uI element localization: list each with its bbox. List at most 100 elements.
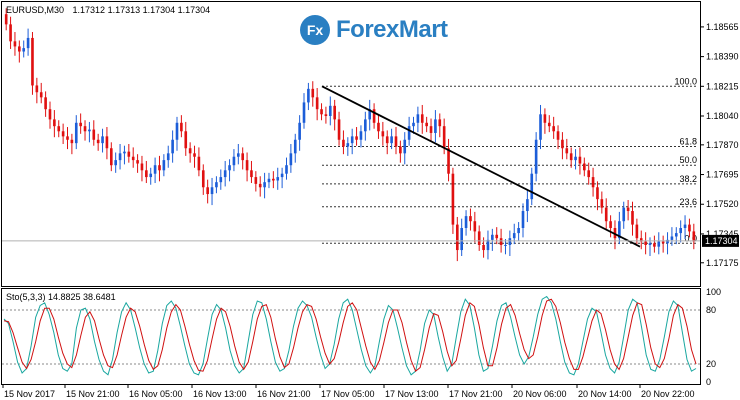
candle [96,133,100,151]
candle [473,211,477,243]
candle-body [499,238,503,245]
candle [407,116,411,146]
candle-body [683,224,687,228]
candle-body [184,131,188,149]
time-tick-label: 17 Nov 13:00 [385,389,439,399]
candle [175,116,179,151]
candle-body [66,136,69,140]
candle-body [609,221,612,228]
candle-body [180,122,183,132]
candle-body [547,122,551,127]
candle [534,132,538,182]
candle-body [267,178,271,183]
candle [666,232,669,255]
candle-body [355,136,358,140]
candle [307,82,310,111]
candle-body [534,139,538,174]
candle-body [35,85,39,93]
candle [596,181,599,211]
candle-body [96,139,100,144]
candle-body [508,238,512,245]
candle [320,103,323,121]
candle-body [320,109,323,115]
candle-body [438,119,442,127]
candle [180,115,183,138]
candle-body [512,233,516,239]
candle [569,147,573,168]
candle [416,106,420,133]
candle-body [197,156,201,171]
candle-body [504,244,507,246]
candle-body [587,170,591,178]
candle [66,127,69,150]
candlestick-series [4,8,696,262]
candle [657,232,661,255]
candle [412,116,415,134]
time-tick-label: 16 Nov 21:00 [257,389,311,399]
candle [70,133,74,155]
candle-body [127,151,131,157]
symbol-header: EURUSD,M30 1.17312 1.17313 1.17304 1.173… [6,5,210,15]
candle [4,8,8,31]
candle [425,116,428,133]
candle-body [289,153,293,166]
candle [35,77,39,104]
candle [219,169,223,190]
candle [688,218,691,238]
candle [381,121,385,146]
candle [591,167,595,197]
price-tick-label: 1.18390 [706,52,739,62]
candle-body [131,156,135,161]
candle-body [307,88,310,103]
candle-body [328,105,332,116]
fib-label: 38.2 [679,174,697,184]
candle-body [407,126,411,140]
candle-body [670,236,674,240]
candle-body [688,224,691,232]
candle [635,218,639,245]
candle [206,179,209,204]
candle-body [394,136,398,147]
candle-body [626,207,630,212]
candle [26,28,30,56]
candle-body [674,233,678,237]
candle [618,211,621,245]
candle-body [385,136,389,144]
candle [368,99,372,131]
candle [245,152,249,182]
fib-label: 100.0 [674,76,697,86]
candle-body [250,170,253,178]
candle [285,157,288,180]
candle [302,93,306,129]
candle-body [158,165,161,171]
price-tick-label: 1.18215 [706,81,739,91]
candle [346,137,350,156]
candle [491,228,494,251]
candle-body [232,156,236,166]
candle-body [622,207,626,222]
candle [267,172,271,189]
stochastic-tick-label: 80 [706,305,716,315]
candle [530,167,534,206]
candle [504,239,507,255]
candle [609,215,612,238]
candle [364,111,367,141]
candle-body [302,102,306,123]
candle-body [293,139,297,154]
time-tick-label: 20 Nov 22:00 [641,389,695,399]
candle-body [228,165,231,171]
candle [324,106,328,124]
candle-body [364,119,367,132]
trendline[interactable] [321,85,641,248]
candle-body [254,177,258,184]
candle-body [210,187,214,195]
candle [18,40,21,63]
candle-body [88,129,91,132]
candle-body [429,126,433,133]
candle [149,167,153,185]
price-panel-frame [1,1,701,287]
candle [552,116,555,139]
candle [342,130,345,155]
candle [420,104,424,134]
candle [333,99,336,131]
